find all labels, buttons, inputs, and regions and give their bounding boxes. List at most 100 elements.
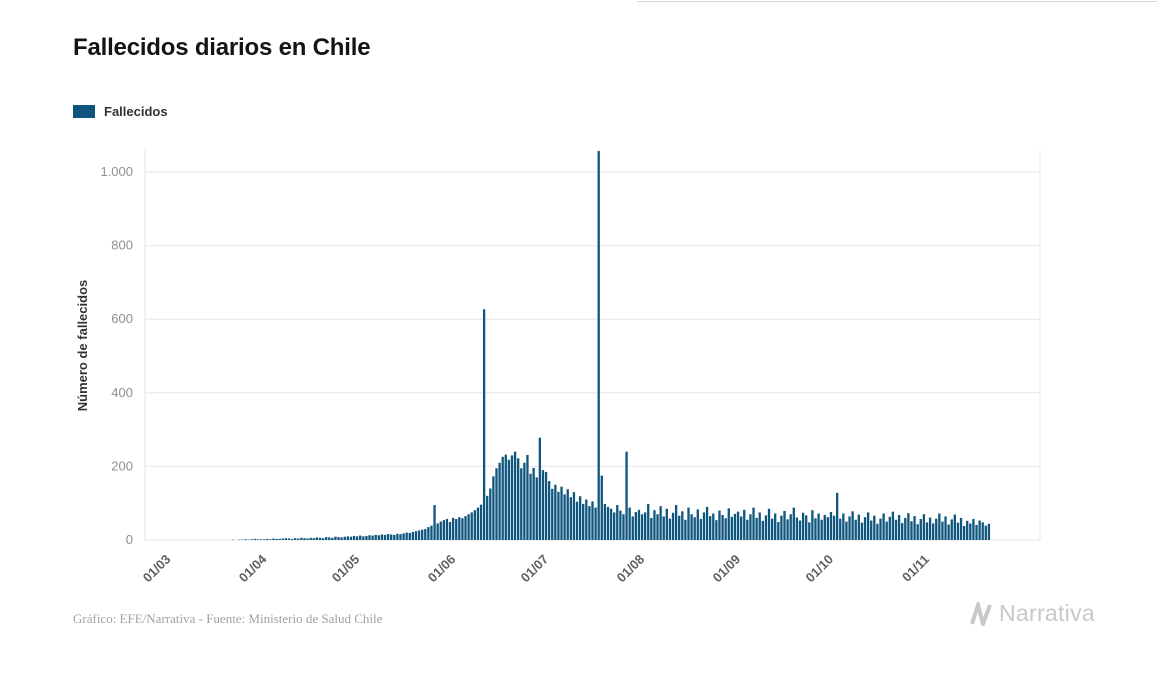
bar xyxy=(520,468,523,540)
bar xyxy=(811,510,814,540)
bar xyxy=(752,507,755,540)
bar xyxy=(637,509,641,540)
bar xyxy=(668,518,672,540)
bar xyxy=(566,489,569,540)
bar xyxy=(975,524,978,540)
bar xyxy=(408,533,411,540)
bar xyxy=(365,535,368,540)
bar xyxy=(820,519,823,540)
bar xyxy=(829,512,833,540)
bar xyxy=(455,519,458,540)
bar xyxy=(913,516,916,540)
bar xyxy=(904,517,907,540)
bar xyxy=(653,510,656,540)
narrativa-logo: Narrativa xyxy=(969,600,1095,627)
bar xyxy=(331,537,334,540)
bar xyxy=(495,468,498,540)
bar xyxy=(721,514,724,540)
bar xyxy=(439,521,442,540)
bar xyxy=(300,537,303,540)
bar xyxy=(724,518,727,540)
bar xyxy=(535,477,538,540)
bar xyxy=(501,456,504,540)
bar xyxy=(371,535,374,540)
bar xyxy=(941,521,944,540)
bar xyxy=(640,514,644,540)
bar xyxy=(532,467,535,540)
bar xyxy=(786,519,789,540)
bar xyxy=(857,514,860,540)
bar xyxy=(774,513,777,540)
bar-chart: 0 200 400 600 800 1.000 01/03 01/04 01/05 01/06 01… xyxy=(100,150,1041,586)
bar xyxy=(297,538,300,540)
bar xyxy=(959,517,963,540)
y-tick-label: 200 xyxy=(111,458,133,473)
bar xyxy=(294,538,297,540)
bar xyxy=(479,504,483,540)
x-tick-label: 01/07 xyxy=(518,552,552,586)
legend-label: Fallecidos xyxy=(104,104,168,119)
bar xyxy=(749,514,752,540)
bar xyxy=(467,514,470,540)
bar xyxy=(839,518,842,540)
bar xyxy=(609,508,613,540)
x-tick-label: 01/04 xyxy=(236,551,270,585)
bar xyxy=(433,505,436,540)
bar xyxy=(253,538,257,540)
bar xyxy=(427,527,430,540)
bar xyxy=(860,522,864,540)
bar xyxy=(705,506,709,540)
bar xyxy=(405,532,408,540)
x-tick-label: 01/08 xyxy=(614,552,648,586)
bar xyxy=(894,519,898,540)
bar xyxy=(451,517,455,540)
bar xyxy=(835,492,839,540)
bar xyxy=(925,522,929,540)
bar xyxy=(582,503,585,540)
bar xyxy=(770,518,774,540)
bar xyxy=(739,516,743,540)
bar xyxy=(767,508,771,540)
bar xyxy=(529,473,532,540)
narrativa-logo-icon xyxy=(970,601,992,626)
bar xyxy=(656,514,659,540)
bar xyxy=(352,535,356,540)
bar xyxy=(777,521,780,540)
bar xyxy=(662,516,665,540)
bar xyxy=(619,510,622,540)
bar xyxy=(650,517,653,540)
bar xyxy=(436,523,439,540)
bar xyxy=(978,520,981,540)
bar xyxy=(684,519,687,540)
x-tick-label: 01/05 xyxy=(329,552,363,586)
bar xyxy=(783,510,786,540)
bar xyxy=(551,488,554,540)
bar xyxy=(597,151,600,540)
bar xyxy=(337,537,340,540)
bar xyxy=(814,518,817,540)
bar xyxy=(250,539,253,540)
bar xyxy=(854,519,857,540)
bar xyxy=(882,513,885,540)
bar xyxy=(758,512,761,540)
bar xyxy=(956,522,960,540)
bar xyxy=(863,517,867,540)
y-tick-label: 0 xyxy=(126,532,133,547)
bar xyxy=(321,538,325,540)
bar xyxy=(727,508,730,540)
bar xyxy=(256,539,260,540)
bar xyxy=(702,512,706,540)
bar xyxy=(805,515,808,540)
bar xyxy=(585,499,588,540)
x-tick-label: 01/11 xyxy=(899,552,932,585)
bar xyxy=(547,481,551,540)
legend-item-fallecidos[interactable]: Fallecidos xyxy=(73,104,168,119)
bar xyxy=(486,495,489,540)
bar xyxy=(355,536,359,540)
bar xyxy=(343,536,346,540)
bar xyxy=(647,503,650,540)
bar xyxy=(315,537,319,540)
bar xyxy=(492,476,495,540)
bar xyxy=(690,514,693,540)
bar xyxy=(544,471,548,540)
